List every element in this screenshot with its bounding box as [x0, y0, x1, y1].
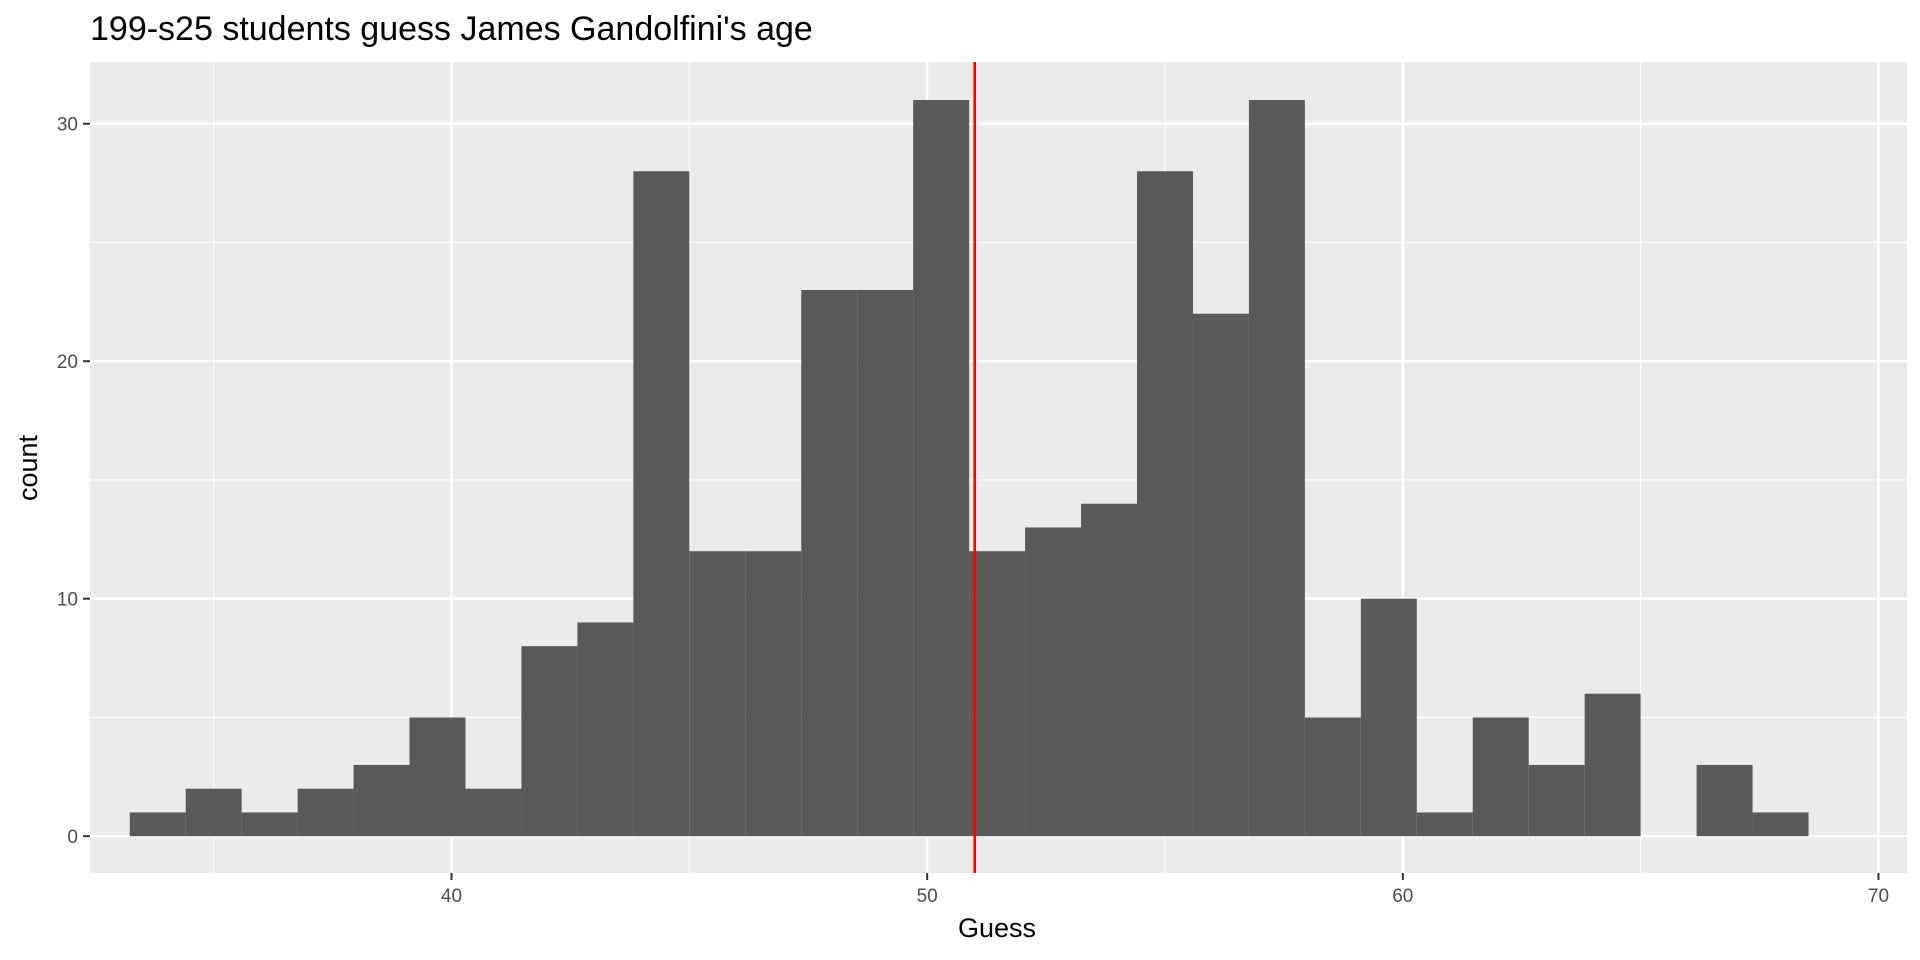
histogram-bar-2 — [241, 812, 298, 837]
histogram-bar-6 — [465, 788, 522, 837]
histogram-bar-29 — [1752, 812, 1809, 837]
x-axis-title: Guess — [958, 913, 1036, 943]
histogram-bar-4 — [353, 764, 410, 837]
histogram-bar-5 — [409, 717, 466, 837]
histogram-bar-26 — [1584, 693, 1641, 837]
histogram-bar-22 — [1360, 598, 1417, 837]
histogram-bar-12 — [801, 289, 858, 837]
histogram-bar-9 — [633, 171, 690, 837]
histogram-bar-28 — [1696, 764, 1753, 837]
histogram-bar-20 — [1248, 99, 1305, 837]
y-axis: 0 10 20 30 — [57, 115, 90, 848]
y-tick-label: 10 — [57, 590, 78, 611]
histogram-bar-21 — [1304, 717, 1361, 837]
histogram-bar-11 — [745, 551, 802, 837]
histogram-bar-13 — [857, 289, 914, 837]
x-tick-label: 50 — [917, 886, 938, 907]
histogram-bars — [129, 99, 1809, 837]
histogram-bar-24 — [1472, 717, 1529, 837]
histogram-bar-14 — [913, 99, 970, 837]
histogram-bar-17 — [1081, 503, 1138, 837]
histogram-bar-19 — [1192, 313, 1249, 837]
histogram-bar-7 — [521, 646, 578, 837]
y-axis-title: count — [13, 434, 43, 501]
x-tick-label: 70 — [1868, 886, 1889, 907]
x-tick-label: 40 — [441, 886, 462, 907]
histogram-bar-15 — [969, 551, 1026, 837]
histogram-bar-25 — [1528, 764, 1585, 837]
histogram-bar-1 — [185, 788, 242, 837]
y-tick-label: 20 — [57, 352, 78, 373]
y-tick-label: 0 — [67, 827, 78, 848]
histogram-bar-18 — [1137, 171, 1193, 837]
histogram-bar-10 — [689, 551, 746, 837]
histogram-bar-23 — [1416, 812, 1473, 837]
histogram-bar-16 — [1025, 527, 1082, 837]
chart-title: 199-s25 students guess James Gandolfini'… — [90, 10, 813, 48]
x-axis: 40 50 60 70 — [441, 873, 1889, 907]
histogram-bar-0 — [129, 812, 186, 837]
histogram-bar-8 — [577, 622, 634, 837]
x-tick-label: 60 — [1392, 886, 1413, 907]
histogram-bar-3 — [297, 788, 354, 837]
y-tick-label: 30 — [57, 115, 78, 136]
